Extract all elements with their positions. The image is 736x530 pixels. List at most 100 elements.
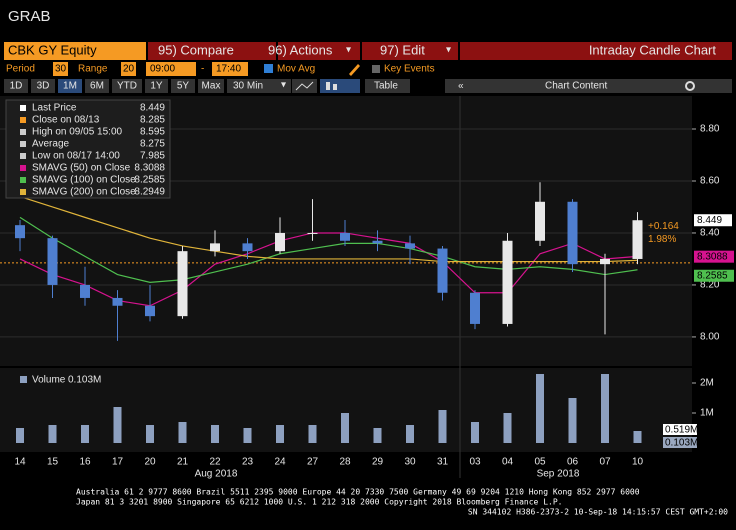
candle-body — [145, 305, 155, 317]
x-tick-label: 06 — [567, 457, 579, 468]
candle-body — [437, 248, 448, 293]
legend-label: SMAVG (50) on Close — [32, 163, 131, 174]
checkbox[interactable] — [372, 65, 380, 73]
checkbox[interactable] — [264, 64, 273, 73]
volume-tag — [663, 437, 697, 448]
footer-line: Japan 81 3 3201 8900 Singapore 65 6212 1… — [76, 498, 562, 507]
x-tick-label: 27 — [307, 457, 319, 468]
end-field[interactable] — [212, 62, 248, 76]
volume-bar — [48, 425, 57, 443]
start-field[interactable] — [146, 62, 196, 76]
menu-label[interactable]: 95) Compare — [158, 42, 234, 57]
x-tick-label: 16 — [79, 457, 91, 468]
x-tick-label: 07 — [599, 457, 611, 468]
range[interactable]: 20 — [123, 64, 135, 75]
x-tick-label: 29 — [372, 457, 384, 468]
period[interactable]: 30 — [55, 64, 67, 75]
range-button[interactable] — [171, 79, 195, 93]
month-label: Aug 2018 — [195, 469, 238, 480]
x-tick-label: 31 — [437, 457, 449, 468]
legend-swatch — [20, 117, 26, 123]
x-tick-label: 20 — [144, 457, 156, 468]
range-button[interactable] — [31, 79, 55, 93]
range-label[interactable]: 6M — [90, 81, 104, 92]
ma-tag — [694, 250, 734, 263]
menu-label[interactable]: 97) Edit — [380, 42, 425, 57]
moving-average-line — [19, 232, 638, 307]
moving-average-line — [19, 216, 638, 283]
range-button[interactable] — [58, 79, 82, 93]
period-field[interactable] — [53, 62, 68, 76]
candle-icon — [333, 84, 337, 90]
pencil-icon[interactable] — [349, 64, 360, 76]
x-tick-label: 17 — [112, 457, 124, 468]
chart-content-label[interactable]: Chart Content — [545, 81, 607, 92]
volume-bar — [373, 428, 382, 443]
legend-label: SMAVG (100) on Close — [32, 175, 136, 186]
x-tick-label: 05 — [534, 457, 546, 468]
volume-bar — [243, 428, 252, 443]
range-button[interactable] — [85, 79, 109, 93]
range-label[interactable]: 1M — [63, 81, 77, 92]
x-tick-label: 04 — [502, 457, 514, 468]
x-tick-label: 28 — [339, 457, 351, 468]
mov-avg-label[interactable]: Mov Avg — [277, 64, 315, 75]
change-label: +0.164 — [648, 221, 679, 232]
x-tick-label: 21 — [177, 457, 189, 468]
content-bar[interactable] — [445, 79, 732, 93]
range-label[interactable]: YTD — [117, 81, 137, 92]
y-tick-label: 8.00 — [700, 332, 720, 343]
end-time[interactable]: 17:40 — [216, 64, 241, 75]
x-tick-label: 10 — [632, 457, 644, 468]
candle-body — [80, 284, 90, 298]
y-tick-label: 8.20 — [700, 280, 720, 291]
candle-body — [112, 297, 123, 306]
x-tick-label: 30 — [404, 457, 416, 468]
legend-value: 8.595 — [140, 127, 165, 138]
x-tick-label: 24 — [274, 457, 286, 468]
menu-button[interactable] — [362, 42, 458, 60]
legend-box — [5, 99, 171, 199]
footer-line: Australia 61 2 9777 8600 Brazil 5511 239… — [76, 488, 640, 497]
range-button[interactable] — [4, 79, 28, 93]
range-label[interactable]: 3D — [37, 81, 50, 92]
range-label[interactable]: Max — [202, 81, 221, 92]
range-button[interactable] — [112, 79, 142, 93]
table-button[interactable] — [365, 79, 410, 93]
range-field[interactable] — [121, 62, 136, 76]
toolbar: 1D 3D 1M 6M YTD 1Y 5Y Max 30 Min ▾ — [4, 79, 291, 93]
legend-swatch — [20, 129, 26, 135]
interval-button[interactable] — [227, 79, 291, 93]
candle-body — [242, 243, 253, 252]
x-tick-label: 15 — [47, 457, 59, 468]
volume-bar — [341, 413, 349, 443]
key-events-label[interactable]: Key Events — [384, 64, 435, 75]
range-label[interactable]: 5Y — [177, 81, 190, 92]
menu-button[interactable] — [278, 42, 360, 60]
separator: - — [201, 64, 204, 75]
range-label[interactable]: 1Y — [150, 81, 163, 92]
dropdown-arrow: ▾ — [346, 45, 351, 56]
start-time[interactable]: 09:00 — [150, 64, 175, 75]
ticker-field[interactable] — [4, 42, 146, 60]
range-button[interactable] — [198, 79, 224, 93]
volume-bar — [633, 431, 642, 443]
y-tick-label: 2M — [700, 378, 714, 389]
period-label: Period — [6, 64, 35, 75]
table-label[interactable]: Table — [374, 81, 398, 92]
collapse-icon[interactable]: « — [458, 81, 464, 92]
candle-body — [210, 243, 220, 252]
legend-label: Close on 08/13 — [32, 115, 100, 126]
volume-bar — [16, 428, 24, 443]
settings-icon[interactable] — [685, 81, 695, 91]
footer: Australia 61 2 9777 8600 Brazil 5511 239… — [76, 488, 728, 517]
menu-label[interactable]: 96) Actions — [268, 42, 333, 57]
ticker[interactable]: CBK GY Equity — [8, 42, 97, 57]
legend-value: 8.275 — [140, 139, 165, 150]
range-label: Range — [78, 64, 108, 75]
range-button[interactable] — [145, 79, 168, 93]
volume-bar — [211, 425, 219, 443]
range-label[interactable]: 1D — [10, 81, 23, 92]
interval-label[interactable]: 30 Min — [233, 81, 263, 92]
menu-button[interactable] — [148, 42, 276, 60]
